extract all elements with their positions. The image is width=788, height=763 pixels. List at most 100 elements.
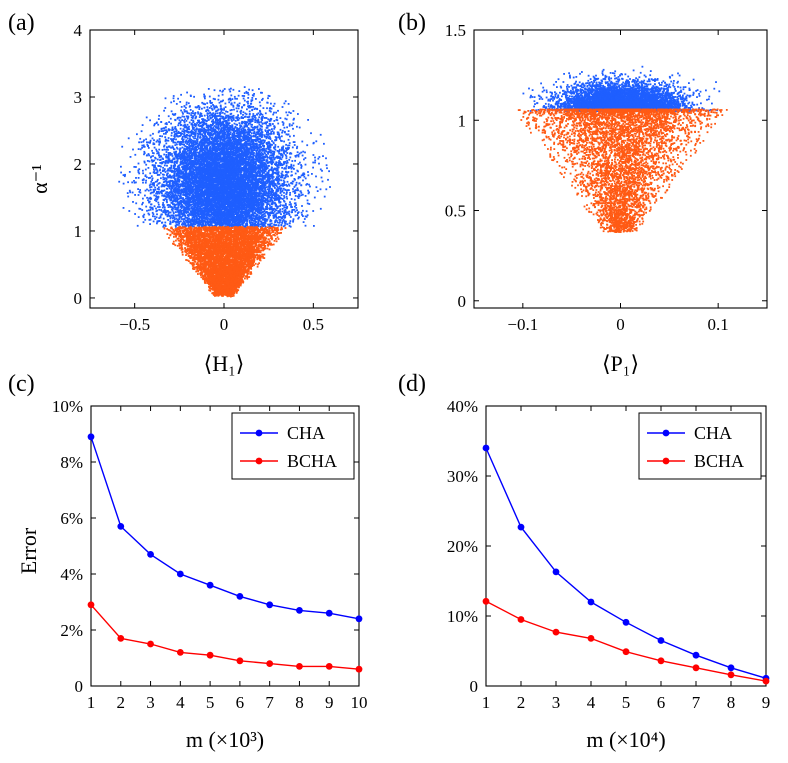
scatter-point bbox=[241, 135, 243, 138]
scatter-point bbox=[241, 201, 244, 204]
scatter-point bbox=[190, 134, 193, 137]
scatter-point bbox=[251, 151, 253, 154]
scatter-point bbox=[192, 121, 195, 123]
scatter-point bbox=[229, 165, 232, 168]
scatter-point bbox=[184, 206, 186, 209]
scatter-point bbox=[229, 167, 232, 169]
scatter-point bbox=[236, 149, 239, 151]
scatter-point bbox=[183, 176, 186, 178]
scatter-point bbox=[192, 119, 195, 122]
scatter-point bbox=[186, 117, 189, 120]
scatter-point bbox=[153, 124, 156, 127]
scatter-point bbox=[239, 214, 242, 217]
scatter-point bbox=[251, 179, 254, 182]
scatter-point bbox=[229, 109, 232, 112]
scatter-point bbox=[297, 176, 300, 178]
scatter-point bbox=[158, 143, 161, 146]
scatter-point bbox=[203, 204, 206, 206]
scatter-point bbox=[183, 132, 186, 134]
scatter-point bbox=[207, 149, 209, 152]
scatter-point bbox=[248, 144, 250, 146]
scatter-point bbox=[256, 204, 259, 206]
scatter-point bbox=[284, 117, 287, 120]
scatter-point bbox=[233, 144, 236, 147]
scatter-point bbox=[138, 191, 141, 193]
scatter-point bbox=[172, 141, 175, 144]
scatter-point bbox=[153, 139, 155, 142]
scatter-point bbox=[277, 217, 280, 219]
scatter-point bbox=[248, 219, 251, 222]
scatter-point bbox=[279, 219, 282, 222]
scatter-point bbox=[225, 119, 228, 122]
scatter-point bbox=[228, 129, 231, 131]
scatter-point bbox=[229, 125, 232, 127]
scatter-point bbox=[149, 188, 152, 191]
scatter-point bbox=[277, 205, 280, 208]
scatter-point bbox=[243, 95, 246, 97]
scatter-point bbox=[122, 182, 125, 185]
scatter-point bbox=[261, 91, 263, 94]
scatter-point bbox=[163, 178, 166, 181]
scatter-point bbox=[272, 123, 274, 125]
scatter-point bbox=[297, 189, 299, 191]
scatter-point bbox=[262, 193, 265, 195]
scatter-point bbox=[185, 130, 188, 133]
scatter-point bbox=[251, 99, 254, 101]
scatter-point bbox=[285, 157, 288, 160]
scatter-point bbox=[284, 100, 287, 103]
scatter-point bbox=[247, 93, 250, 96]
scatter-point bbox=[216, 163, 219, 166]
scatter-point bbox=[275, 139, 278, 141]
scatter-point bbox=[276, 165, 279, 168]
scatter-point bbox=[185, 103, 188, 106]
scatter-point bbox=[197, 129, 200, 132]
scatter-point bbox=[163, 129, 166, 132]
scatter-point bbox=[206, 114, 209, 116]
scatter-point bbox=[238, 132, 241, 135]
scatter-point bbox=[299, 161, 301, 164]
scatter-point bbox=[170, 169, 173, 172]
scatter-point bbox=[143, 152, 146, 154]
scatter-point bbox=[162, 205, 165, 208]
scatter-point bbox=[193, 114, 196, 116]
scatter-point bbox=[255, 200, 258, 203]
scatter-point bbox=[150, 180, 153, 183]
scatter-point bbox=[196, 136, 199, 139]
scatter-point bbox=[180, 196, 182, 199]
scatter-point bbox=[214, 154, 217, 156]
scatter-point bbox=[164, 198, 167, 200]
scatter-point bbox=[166, 181, 169, 183]
scatter-point bbox=[247, 119, 250, 121]
scatter-point bbox=[144, 181, 147, 184]
scatter-point bbox=[176, 198, 179, 201]
scatter-point bbox=[297, 177, 300, 180]
scatter-point bbox=[183, 115, 186, 118]
scatter-point bbox=[169, 184, 172, 187]
scatter-point bbox=[267, 134, 269, 136]
scatter-point bbox=[153, 183, 155, 186]
scatter-point bbox=[254, 216, 257, 219]
scatter-point bbox=[272, 176, 275, 178]
scatter-point bbox=[243, 225, 245, 228]
scatter-point bbox=[134, 153, 137, 156]
scatter-point bbox=[129, 191, 132, 194]
scatter-point bbox=[263, 135, 266, 138]
scatter-point bbox=[242, 97, 245, 100]
scatter-point bbox=[256, 133, 259, 135]
scatter-point bbox=[215, 136, 218, 139]
scatter-point bbox=[170, 196, 173, 198]
scatter-point bbox=[288, 189, 290, 192]
scatter-point bbox=[259, 127, 262, 130]
scatter-point bbox=[288, 123, 291, 126]
scatter-point bbox=[280, 224, 283, 226]
scatter-point bbox=[286, 160, 288, 162]
scatter-point bbox=[210, 187, 213, 189]
scatter-point bbox=[202, 221, 204, 224]
scatter-point bbox=[249, 223, 252, 226]
scatter-point bbox=[243, 149, 246, 152]
scatter-point bbox=[277, 122, 280, 125]
scatter-point bbox=[263, 159, 266, 161]
scatter-point bbox=[157, 201, 160, 204]
scatter-point bbox=[261, 135, 263, 138]
